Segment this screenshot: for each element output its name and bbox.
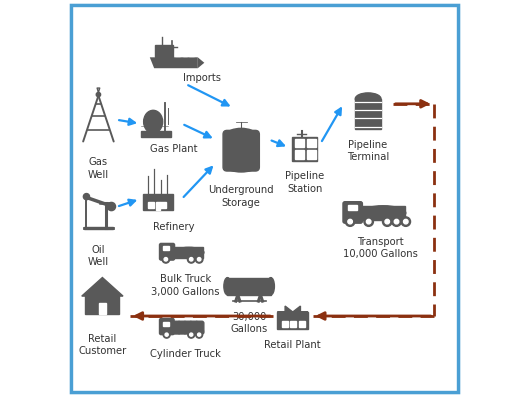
Circle shape (188, 256, 195, 263)
FancyBboxPatch shape (295, 139, 304, 147)
FancyBboxPatch shape (299, 322, 305, 326)
FancyBboxPatch shape (190, 321, 198, 334)
Circle shape (107, 203, 116, 211)
FancyBboxPatch shape (141, 131, 171, 137)
FancyBboxPatch shape (189, 52, 194, 56)
FancyBboxPatch shape (160, 203, 166, 208)
Circle shape (394, 219, 399, 224)
Circle shape (383, 217, 392, 226)
Ellipse shape (267, 277, 275, 295)
Circle shape (162, 256, 170, 263)
Circle shape (163, 331, 170, 338)
Circle shape (197, 258, 201, 261)
Polygon shape (198, 57, 205, 68)
Circle shape (83, 193, 90, 200)
Circle shape (385, 219, 390, 224)
Ellipse shape (360, 206, 406, 220)
Circle shape (96, 92, 101, 97)
Text: Transport
10,000 Gallons: Transport 10,000 Gallons (342, 237, 418, 259)
FancyBboxPatch shape (84, 227, 113, 228)
Text: Imports: Imports (182, 73, 220, 83)
FancyBboxPatch shape (223, 131, 259, 171)
Ellipse shape (227, 128, 255, 140)
FancyBboxPatch shape (178, 321, 186, 334)
Text: Retail Plant: Retail Plant (264, 340, 321, 350)
Ellipse shape (227, 162, 255, 172)
FancyBboxPatch shape (348, 205, 357, 210)
Text: Retail
Customer: Retail Customer (78, 334, 127, 356)
FancyBboxPatch shape (277, 312, 308, 329)
Text: Refinery: Refinery (153, 222, 195, 232)
Circle shape (364, 217, 374, 226)
Text: Underground
Storage: Underground Storage (208, 185, 274, 207)
FancyBboxPatch shape (361, 206, 405, 220)
FancyBboxPatch shape (292, 137, 317, 161)
Ellipse shape (174, 247, 204, 258)
FancyBboxPatch shape (196, 321, 204, 334)
Circle shape (403, 219, 408, 224)
FancyBboxPatch shape (172, 321, 180, 334)
FancyBboxPatch shape (307, 139, 316, 147)
Circle shape (165, 333, 168, 336)
FancyBboxPatch shape (174, 248, 203, 258)
Text: Gas Plant: Gas Plant (150, 144, 198, 154)
Circle shape (366, 219, 371, 224)
FancyBboxPatch shape (160, 244, 174, 260)
Ellipse shape (144, 110, 163, 133)
Text: 30,000
Gallons: 30,000 Gallons (231, 312, 268, 334)
Ellipse shape (355, 93, 381, 105)
FancyBboxPatch shape (227, 277, 271, 295)
Text: Cylinder Truck: Cylinder Truck (150, 349, 221, 359)
Circle shape (348, 219, 352, 224)
FancyBboxPatch shape (281, 322, 288, 326)
FancyBboxPatch shape (160, 318, 174, 335)
FancyBboxPatch shape (343, 202, 363, 223)
FancyBboxPatch shape (290, 322, 296, 326)
FancyBboxPatch shape (295, 150, 304, 159)
FancyBboxPatch shape (173, 330, 203, 333)
Circle shape (401, 217, 411, 226)
Circle shape (346, 217, 355, 226)
Polygon shape (277, 306, 308, 312)
Circle shape (198, 333, 201, 336)
Circle shape (164, 258, 167, 261)
Circle shape (196, 331, 202, 338)
FancyBboxPatch shape (156, 203, 160, 211)
FancyBboxPatch shape (163, 246, 169, 250)
FancyBboxPatch shape (175, 52, 180, 56)
FancyBboxPatch shape (85, 295, 119, 314)
Circle shape (190, 258, 193, 261)
FancyBboxPatch shape (355, 99, 381, 129)
Text: Pipeline
Terminal: Pipeline Terminal (347, 140, 389, 162)
FancyBboxPatch shape (307, 150, 316, 159)
Text: Bulk Truck
3,000 Gallons: Bulk Truck 3,000 Gallons (152, 274, 220, 297)
FancyBboxPatch shape (182, 52, 187, 56)
FancyBboxPatch shape (143, 194, 173, 211)
Polygon shape (150, 57, 198, 68)
Ellipse shape (224, 277, 231, 295)
Circle shape (392, 217, 401, 226)
Text: Oil
Well: Oil Well (88, 245, 109, 267)
Circle shape (196, 256, 203, 263)
FancyBboxPatch shape (148, 203, 154, 208)
FancyBboxPatch shape (184, 321, 192, 334)
Circle shape (190, 333, 193, 336)
FancyBboxPatch shape (155, 45, 173, 57)
Circle shape (188, 331, 195, 338)
FancyBboxPatch shape (163, 322, 169, 326)
Text: Gas
Well: Gas Well (88, 157, 109, 180)
Polygon shape (82, 277, 123, 296)
FancyBboxPatch shape (99, 303, 106, 314)
Text: Pipeline
Station: Pipeline Station (285, 171, 324, 194)
